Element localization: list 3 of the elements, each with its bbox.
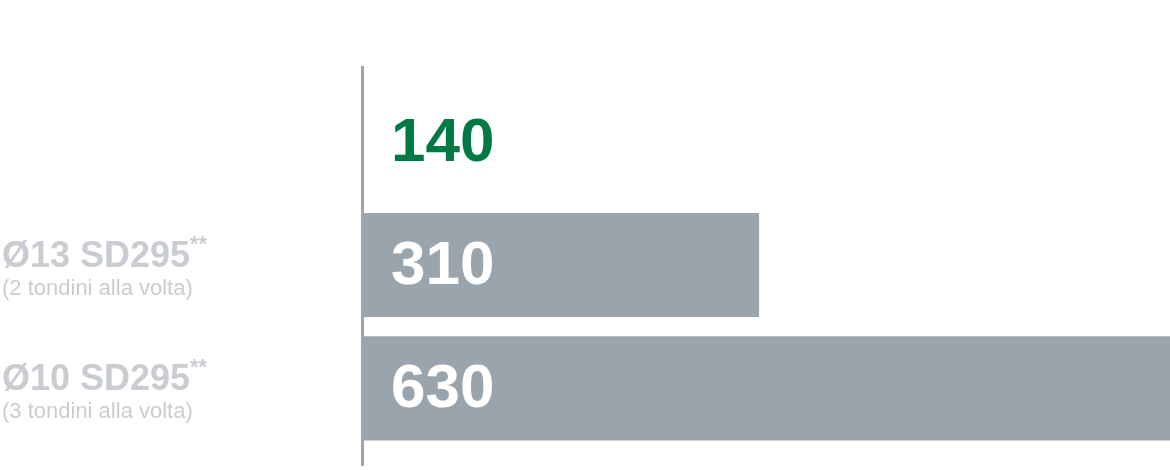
text: 140 — [391, 104, 495, 174]
data-label: 310 — [391, 228, 495, 298]
data-label: 630 — [391, 351, 495, 421]
